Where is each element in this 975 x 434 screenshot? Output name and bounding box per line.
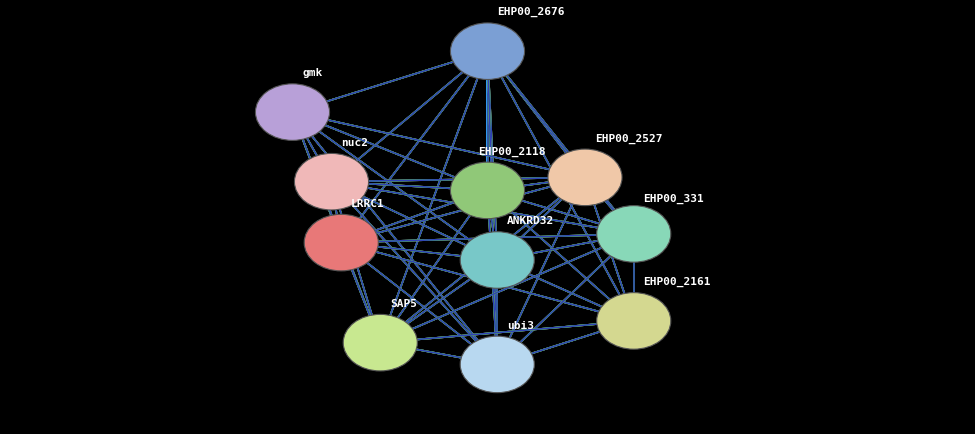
- Ellipse shape: [460, 232, 534, 289]
- Text: LRRC1: LRRC1: [351, 198, 385, 208]
- Ellipse shape: [255, 85, 330, 141]
- Text: ubi3: ubi3: [507, 320, 534, 330]
- Text: SAP5: SAP5: [390, 298, 417, 308]
- Text: gmk: gmk: [302, 68, 323, 78]
- Ellipse shape: [304, 215, 378, 271]
- Ellipse shape: [450, 163, 525, 219]
- Text: EHP00_2161: EHP00_2161: [644, 276, 711, 286]
- Ellipse shape: [548, 150, 622, 206]
- Ellipse shape: [597, 206, 671, 263]
- Text: EHP00_2118: EHP00_2118: [478, 146, 545, 156]
- Ellipse shape: [343, 315, 417, 371]
- Text: EHP00_331: EHP00_331: [644, 194, 704, 204]
- Text: ANKRD32: ANKRD32: [507, 216, 554, 226]
- Ellipse shape: [450, 24, 525, 80]
- Ellipse shape: [294, 154, 369, 210]
- Text: EHP00_2527: EHP00_2527: [595, 133, 662, 143]
- Text: EHP00_2676: EHP00_2676: [497, 7, 565, 17]
- Text: nuc2: nuc2: [341, 138, 369, 148]
- Ellipse shape: [597, 293, 671, 349]
- Ellipse shape: [460, 336, 534, 393]
